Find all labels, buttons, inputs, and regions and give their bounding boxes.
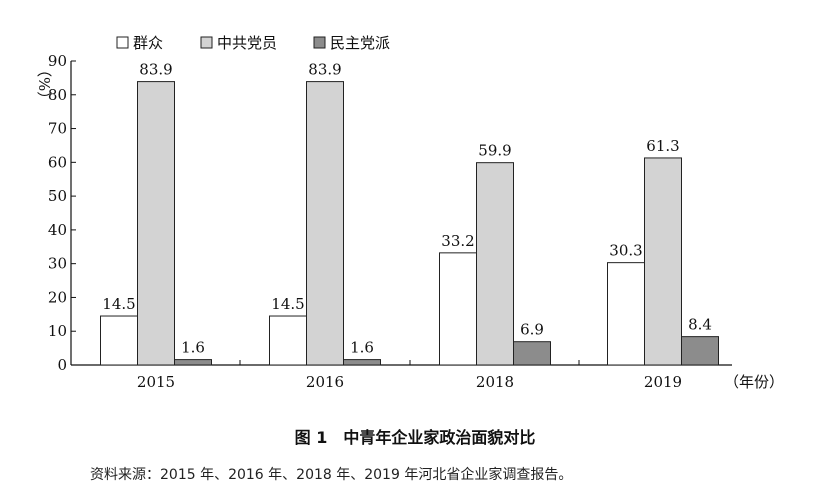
x-axis-label: （年份） — [724, 373, 784, 391]
bar — [439, 252, 477, 366]
y-tick-label: 10 — [48, 322, 67, 340]
data-label: 14.5 — [271, 295, 304, 313]
x-tick-label: 2015 — [137, 373, 175, 391]
legend-swatch — [116, 36, 129, 49]
legend: 群众 中共党员 民主党派 — [116, 34, 390, 52]
data-label: 59.9 — [478, 142, 511, 160]
data-label: 8.4 — [688, 316, 712, 334]
bar — [476, 162, 514, 366]
y-tick-label: 20 — [48, 288, 67, 306]
bar — [343, 359, 381, 366]
legend-label: 中共党员 — [217, 34, 277, 52]
bar — [137, 81, 175, 366]
y-tick-label: 90 — [48, 52, 67, 70]
data-label: 1.6 — [350, 339, 374, 357]
y-tick-label: 70 — [48, 120, 67, 138]
bar — [607, 262, 645, 366]
y-tick-label: 30 — [48, 255, 67, 273]
x-tick-label: 2018 — [476, 373, 514, 391]
source-note: 资料来源：2015 年、2016 年、2018 年、2019 年河北省企业家调查… — [90, 467, 573, 483]
bar — [306, 81, 344, 366]
y-tick-label: 50 — [48, 187, 67, 205]
figure-caption: 图 1 中青年企业家政治面貌对比 — [294, 428, 536, 447]
data-label: 61.3 — [646, 137, 679, 155]
bar — [681, 336, 719, 366]
legend-swatch — [200, 36, 213, 49]
y-tick-label: 40 — [48, 221, 67, 239]
data-label: 83.9 — [308, 61, 341, 79]
bars — [100, 81, 719, 366]
legend-label: 民主党派 — [330, 34, 390, 52]
data-label: 33.2 — [441, 232, 474, 250]
data-label: 1.6 — [181, 339, 205, 357]
data-labels: 14.5 83.9 1.6 14.5 83.9 1.6 33.2 59.9 6.9 30.3 61.… — [102, 61, 712, 357]
bar — [644, 157, 682, 366]
bar — [269, 315, 307, 366]
x-tick-label: 2019 — [644, 373, 682, 391]
legend-swatch — [313, 36, 326, 49]
y-tick-label: 0 — [57, 356, 67, 374]
data-label: 83.9 — [139, 61, 172, 79]
data-label: 14.5 — [102, 295, 135, 313]
legend-label: 群众 — [133, 34, 163, 52]
bar — [513, 341, 551, 366]
data-label: 30.3 — [609, 242, 642, 260]
bar — [174, 359, 212, 366]
x-tick-label: 2016 — [306, 373, 344, 391]
bar-chart: 群众 中共党员 民主党派 0 10 20 30 40 50 60 70 80 90 2015 2016 2… — [35, 34, 784, 391]
y-axis-label: （%） — [35, 62, 53, 106]
data-label: 6.9 — [520, 321, 544, 339]
y-tick-label: 80 — [48, 86, 67, 104]
y-axis: 0 10 20 30 40 50 60 70 80 90 — [48, 52, 76, 374]
bar — [100, 315, 138, 366]
y-tick-label: 60 — [48, 153, 67, 171]
